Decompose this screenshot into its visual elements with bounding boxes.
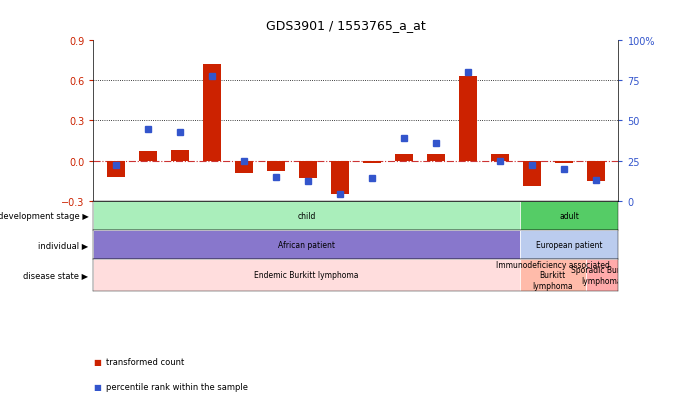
Bar [555,161,573,164]
Text: development stage ▶: development stage ▶ [0,211,88,220]
Bar [331,161,349,195]
Bar [520,201,618,230]
Bar [139,152,157,161]
Text: child: child [297,211,316,220]
Bar [587,161,605,181]
Text: ■: ■ [93,357,101,366]
Bar [491,154,509,161]
Text: GDS3901 / 1553765_a_at: GDS3901 / 1553765_a_at [265,19,426,31]
Bar [93,201,520,230]
Text: European patient: European patient [536,240,603,249]
Bar [523,161,541,186]
Text: individual ▶: individual ▶ [38,240,88,249]
Text: percentile rank within the sample: percentile rank within the sample [106,382,247,391]
Text: African patient: African patient [278,240,335,249]
Bar [520,230,618,259]
Text: Endemic Burkitt lymphoma: Endemic Burkitt lymphoma [254,271,359,280]
Bar [267,161,285,172]
Text: disease state ▶: disease state ▶ [23,271,88,280]
Text: Sporadic Burkitt
lymphoma: Sporadic Burkitt lymphoma [571,266,633,285]
Bar [93,259,520,291]
Text: transformed count: transformed count [106,357,184,366]
Bar [171,150,189,161]
Bar [363,161,381,164]
Text: Immunodeficiency associated
Burkitt
lymphoma: Immunodeficiency associated Burkitt lymp… [496,260,609,290]
Text: adult: adult [559,211,579,220]
Bar [299,161,316,178]
Bar [586,259,618,291]
Bar [427,154,445,161]
Text: ■: ■ [93,382,101,391]
Bar [93,230,520,259]
Bar [107,161,124,177]
Bar [459,77,477,161]
Bar [235,161,253,173]
Bar [395,154,413,161]
Bar [203,65,220,161]
Bar [520,259,586,291]
